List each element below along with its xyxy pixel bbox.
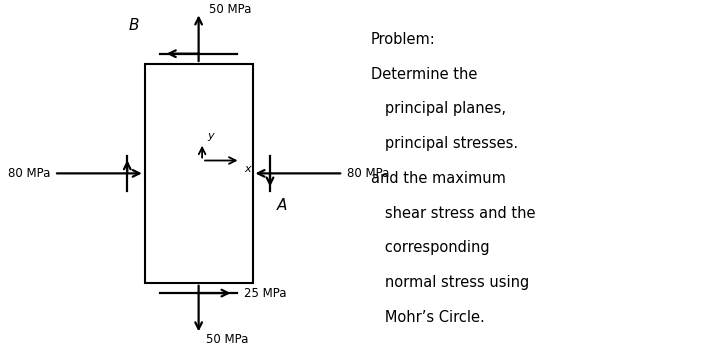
Text: B: B: [129, 18, 139, 33]
Text: A: A: [277, 197, 287, 212]
Text: 80 MPa: 80 MPa: [347, 167, 389, 180]
Text: shear stress and the: shear stress and the: [371, 205, 536, 221]
Text: Mohr’s Circle.: Mohr’s Circle.: [371, 310, 484, 325]
Text: 50 MPa: 50 MPa: [209, 3, 251, 16]
Text: principal stresses.: principal stresses.: [371, 136, 518, 151]
Text: normal stress using: normal stress using: [371, 275, 529, 290]
Text: Problem:: Problem:: [371, 32, 436, 47]
Bar: [144, 64, 253, 283]
Text: corresponding: corresponding: [371, 240, 490, 255]
Text: y: y: [208, 131, 214, 141]
Text: principal planes,: principal planes,: [371, 101, 506, 116]
Text: x: x: [244, 164, 251, 174]
Text: Determine the: Determine the: [371, 67, 477, 82]
Text: 50 MPa: 50 MPa: [206, 332, 248, 346]
Text: 80 MPa: 80 MPa: [8, 167, 51, 180]
Text: 25 MPa: 25 MPa: [244, 287, 287, 299]
Text: and the maximum: and the maximum: [371, 171, 506, 186]
